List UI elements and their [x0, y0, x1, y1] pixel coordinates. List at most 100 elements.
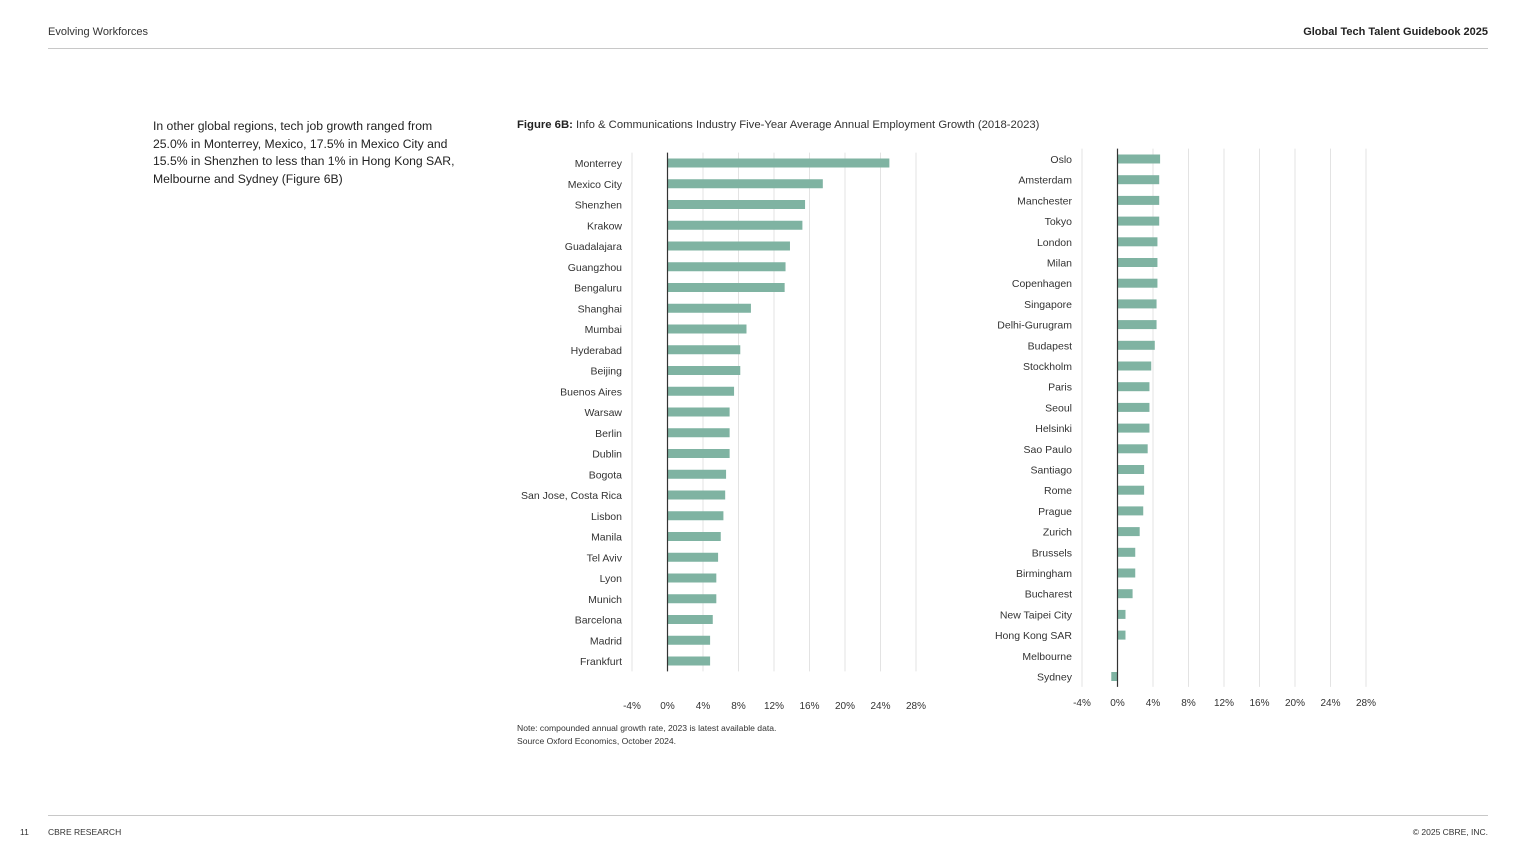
tick-label: 28% — [1356, 698, 1376, 709]
bar — [667, 303, 751, 313]
category-label: Frankfurt — [580, 656, 622, 668]
category-label: Guangzhou — [568, 262, 622, 274]
category-label: Seoul — [1045, 402, 1072, 414]
category-label: Stockholm — [1023, 361, 1072, 373]
figure-title-text: Info & Communications Industry Five-Year… — [576, 119, 1040, 131]
category-label: Santiago — [1031, 465, 1073, 477]
bar — [1117, 340, 1155, 350]
bar — [667, 635, 711, 645]
footer-copyright: © 2025 CBRE, INC. — [1412, 827, 1488, 837]
bar — [667, 220, 803, 230]
tick-label: 16% — [1249, 698, 1269, 709]
category-label: Delhi-Gurugram — [997, 320, 1072, 332]
category-label: Zurich — [1043, 527, 1072, 539]
bar — [667, 449, 730, 458]
header-divider — [48, 48, 1488, 49]
bar — [667, 241, 790, 251]
page-number: 11 — [20, 827, 29, 837]
category-label: Milan — [1047, 258, 1072, 270]
category-label: Madrid — [590, 635, 622, 647]
tick-label: 16% — [799, 701, 819, 712]
bar — [667, 615, 713, 624]
bar — [667, 345, 741, 355]
category-label: Mexico City — [568, 179, 623, 191]
bar — [1117, 589, 1133, 599]
category-label: Shenzhen — [575, 200, 622, 212]
category-label: Birmingham — [1016, 568, 1072, 580]
tick-label: 0% — [660, 701, 675, 712]
tick-label: 12% — [1214, 698, 1234, 709]
bar — [1117, 527, 1140, 537]
category-label: Oslo — [1050, 154, 1072, 166]
category-label: Sao Paulo — [1024, 444, 1073, 456]
bar — [1111, 672, 1118, 681]
bar — [1117, 195, 1160, 205]
tick-label: 28% — [906, 701, 926, 712]
bar — [667, 386, 735, 396]
category-label: Melbourne — [1022, 651, 1072, 663]
bar — [667, 594, 717, 604]
bar — [1117, 299, 1157, 309]
tick-label: 20% — [1285, 698, 1305, 709]
category-label: Monterrey — [575, 158, 623, 170]
bar — [1117, 402, 1150, 412]
bar — [1117, 320, 1157, 330]
bar — [667, 262, 786, 272]
category-label: Helsinki — [1035, 423, 1072, 435]
figure-title: Figure 6B: Info & Communications Industr… — [517, 119, 1039, 131]
bar — [1117, 175, 1160, 185]
intro-paragraph: In other global regions, tech job growth… — [153, 119, 455, 186]
category-label: Tel Aviv — [587, 552, 623, 564]
bar — [1117, 154, 1161, 164]
tick-label: -4% — [1073, 698, 1091, 709]
bar — [667, 532, 721, 541]
bar — [1117, 444, 1148, 454]
category-label: London — [1037, 237, 1072, 249]
bar — [667, 366, 741, 375]
category-label: Warsaw — [584, 407, 622, 419]
section-title: Evolving Workforces — [48, 26, 149, 38]
category-label: Brussels — [1032, 547, 1072, 559]
category-label: Bogota — [589, 469, 622, 481]
category-label: Berlin — [595, 428, 622, 440]
bar — [667, 407, 730, 417]
bar — [1117, 361, 1152, 371]
chart-right: Oslo Amsterdam Manchester Tokyo London Milan C… — [995, 148, 1376, 709]
category-label: Lyon — [600, 573, 623, 585]
category-label: San Jose, Costa Rica — [521, 490, 622, 502]
bar — [667, 200, 806, 209]
category-label: Bengaluru — [574, 283, 622, 295]
tick-label: -4% — [623, 701, 641, 712]
category-label: Dublin — [592, 449, 622, 461]
category-label: New Taipei City — [1000, 609, 1073, 621]
category-label: Amsterdam — [1018, 175, 1072, 187]
bar — [667, 656, 711, 666]
tick-label: 24% — [1320, 698, 1340, 709]
bar — [667, 179, 823, 189]
document-title: Global Tech Talent Guidebook 2025 — [1303, 26, 1488, 38]
bar — [1117, 568, 1136, 578]
bar — [1117, 278, 1158, 288]
bar — [667, 490, 726, 500]
category-label: Hyderabad — [571, 345, 623, 357]
bar — [1117, 237, 1158, 247]
tick-label: 4% — [696, 701, 711, 712]
tick-label: 12% — [764, 701, 784, 712]
category-label: Rome — [1044, 485, 1072, 497]
category-label: Beijing — [590, 366, 622, 378]
chart-source: Source Oxford Economics, October 2024. — [517, 736, 677, 746]
category-label: Hong Kong SAR — [995, 630, 1072, 642]
category-label: Shanghai — [578, 303, 622, 315]
bar — [1117, 630, 1126, 640]
category-label: Guadalajara — [565, 241, 622, 253]
category-label: Manila — [591, 532, 622, 544]
category-label: Barcelona — [575, 615, 622, 627]
category-label: Prague — [1038, 506, 1072, 518]
bar — [667, 552, 719, 562]
category-label: Mumbai — [585, 324, 622, 336]
bar — [1117, 258, 1158, 267]
category-label: Krakow — [587, 220, 622, 232]
category-label: Munich — [588, 594, 622, 606]
bar — [667, 283, 785, 292]
tick-label: 8% — [731, 701, 746, 712]
